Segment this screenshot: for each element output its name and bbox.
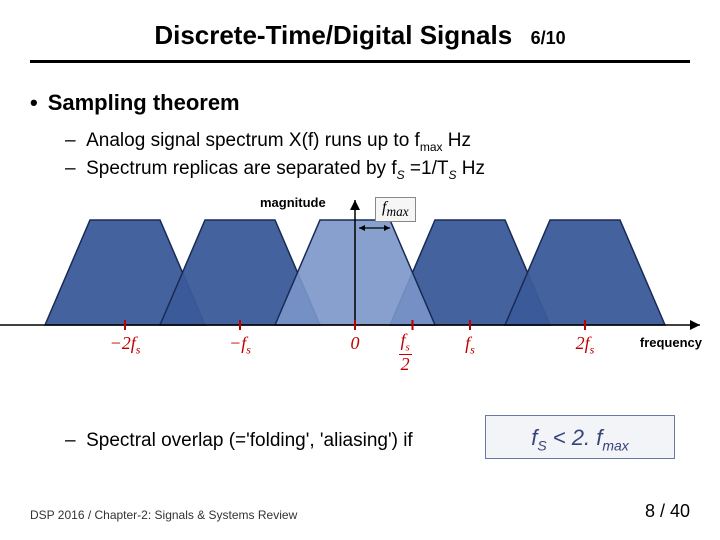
text: Spectral overlap (='folding', 'aliasing'… [86,430,413,451]
slide: Discrete-Time/Digital Signals 6/10 • Samp… [0,0,720,540]
bullet-text: Sampling theorem [48,90,240,115]
bullet-level1: • Sampling theorem [30,90,240,116]
text: Spectrum replicas are separated by f [86,158,397,179]
slide-header: Discrete-Time/Digital Signals 6/10 [0,20,720,51]
slide-title: Discrete-Time/Digital Signals [154,20,512,50]
text: Analog signal spectrum X(f) runs up to f [86,130,420,151]
page-current: 8 [645,501,655,521]
axis-tick-label: 0 [330,333,380,354]
axis-tick-label: 2fs [560,333,610,358]
text: =1/T [405,158,449,179]
x-axis-label: frequency [640,335,702,350]
subscript: max [420,140,443,154]
subscript: S [397,168,405,182]
footer-left: DSP 2016 / Chapter-2: Signals & Systems … [30,508,690,522]
bullet-marker: • [30,90,38,115]
aliasing-condition-box: fS < 2. fmax [485,415,675,459]
fmax-annotation: fmax [375,197,416,222]
y-axis-label: magnitude [260,195,326,210]
axis-tick-label: −fs [215,333,265,358]
text: Hz [456,158,485,179]
slide-counter: 6/10 [531,28,566,48]
title-rule [30,60,690,63]
bullet-level2-b: – Spectrum replicas are separated by fS … [65,158,485,182]
bullet-level2-c: – Spectral overlap (='folding', 'aliasin… [65,430,413,452]
spectrum-diagram: magnitude fmax frequency −2fs −fs 0 fs 2fs f… [0,195,720,405]
bullet-level2-a: – Analog signal spectrum X(f) runs up to… [65,130,471,154]
axis-tick-label: fs [445,333,495,358]
footer-page: 8 / 40 [645,501,690,522]
page-total: 40 [670,501,690,521]
text: Hz [443,130,472,151]
fs-over-2-label: fs2 [399,331,412,374]
axis-tick-label: −2fs [100,333,150,358]
spectrum-svg [0,195,720,405]
